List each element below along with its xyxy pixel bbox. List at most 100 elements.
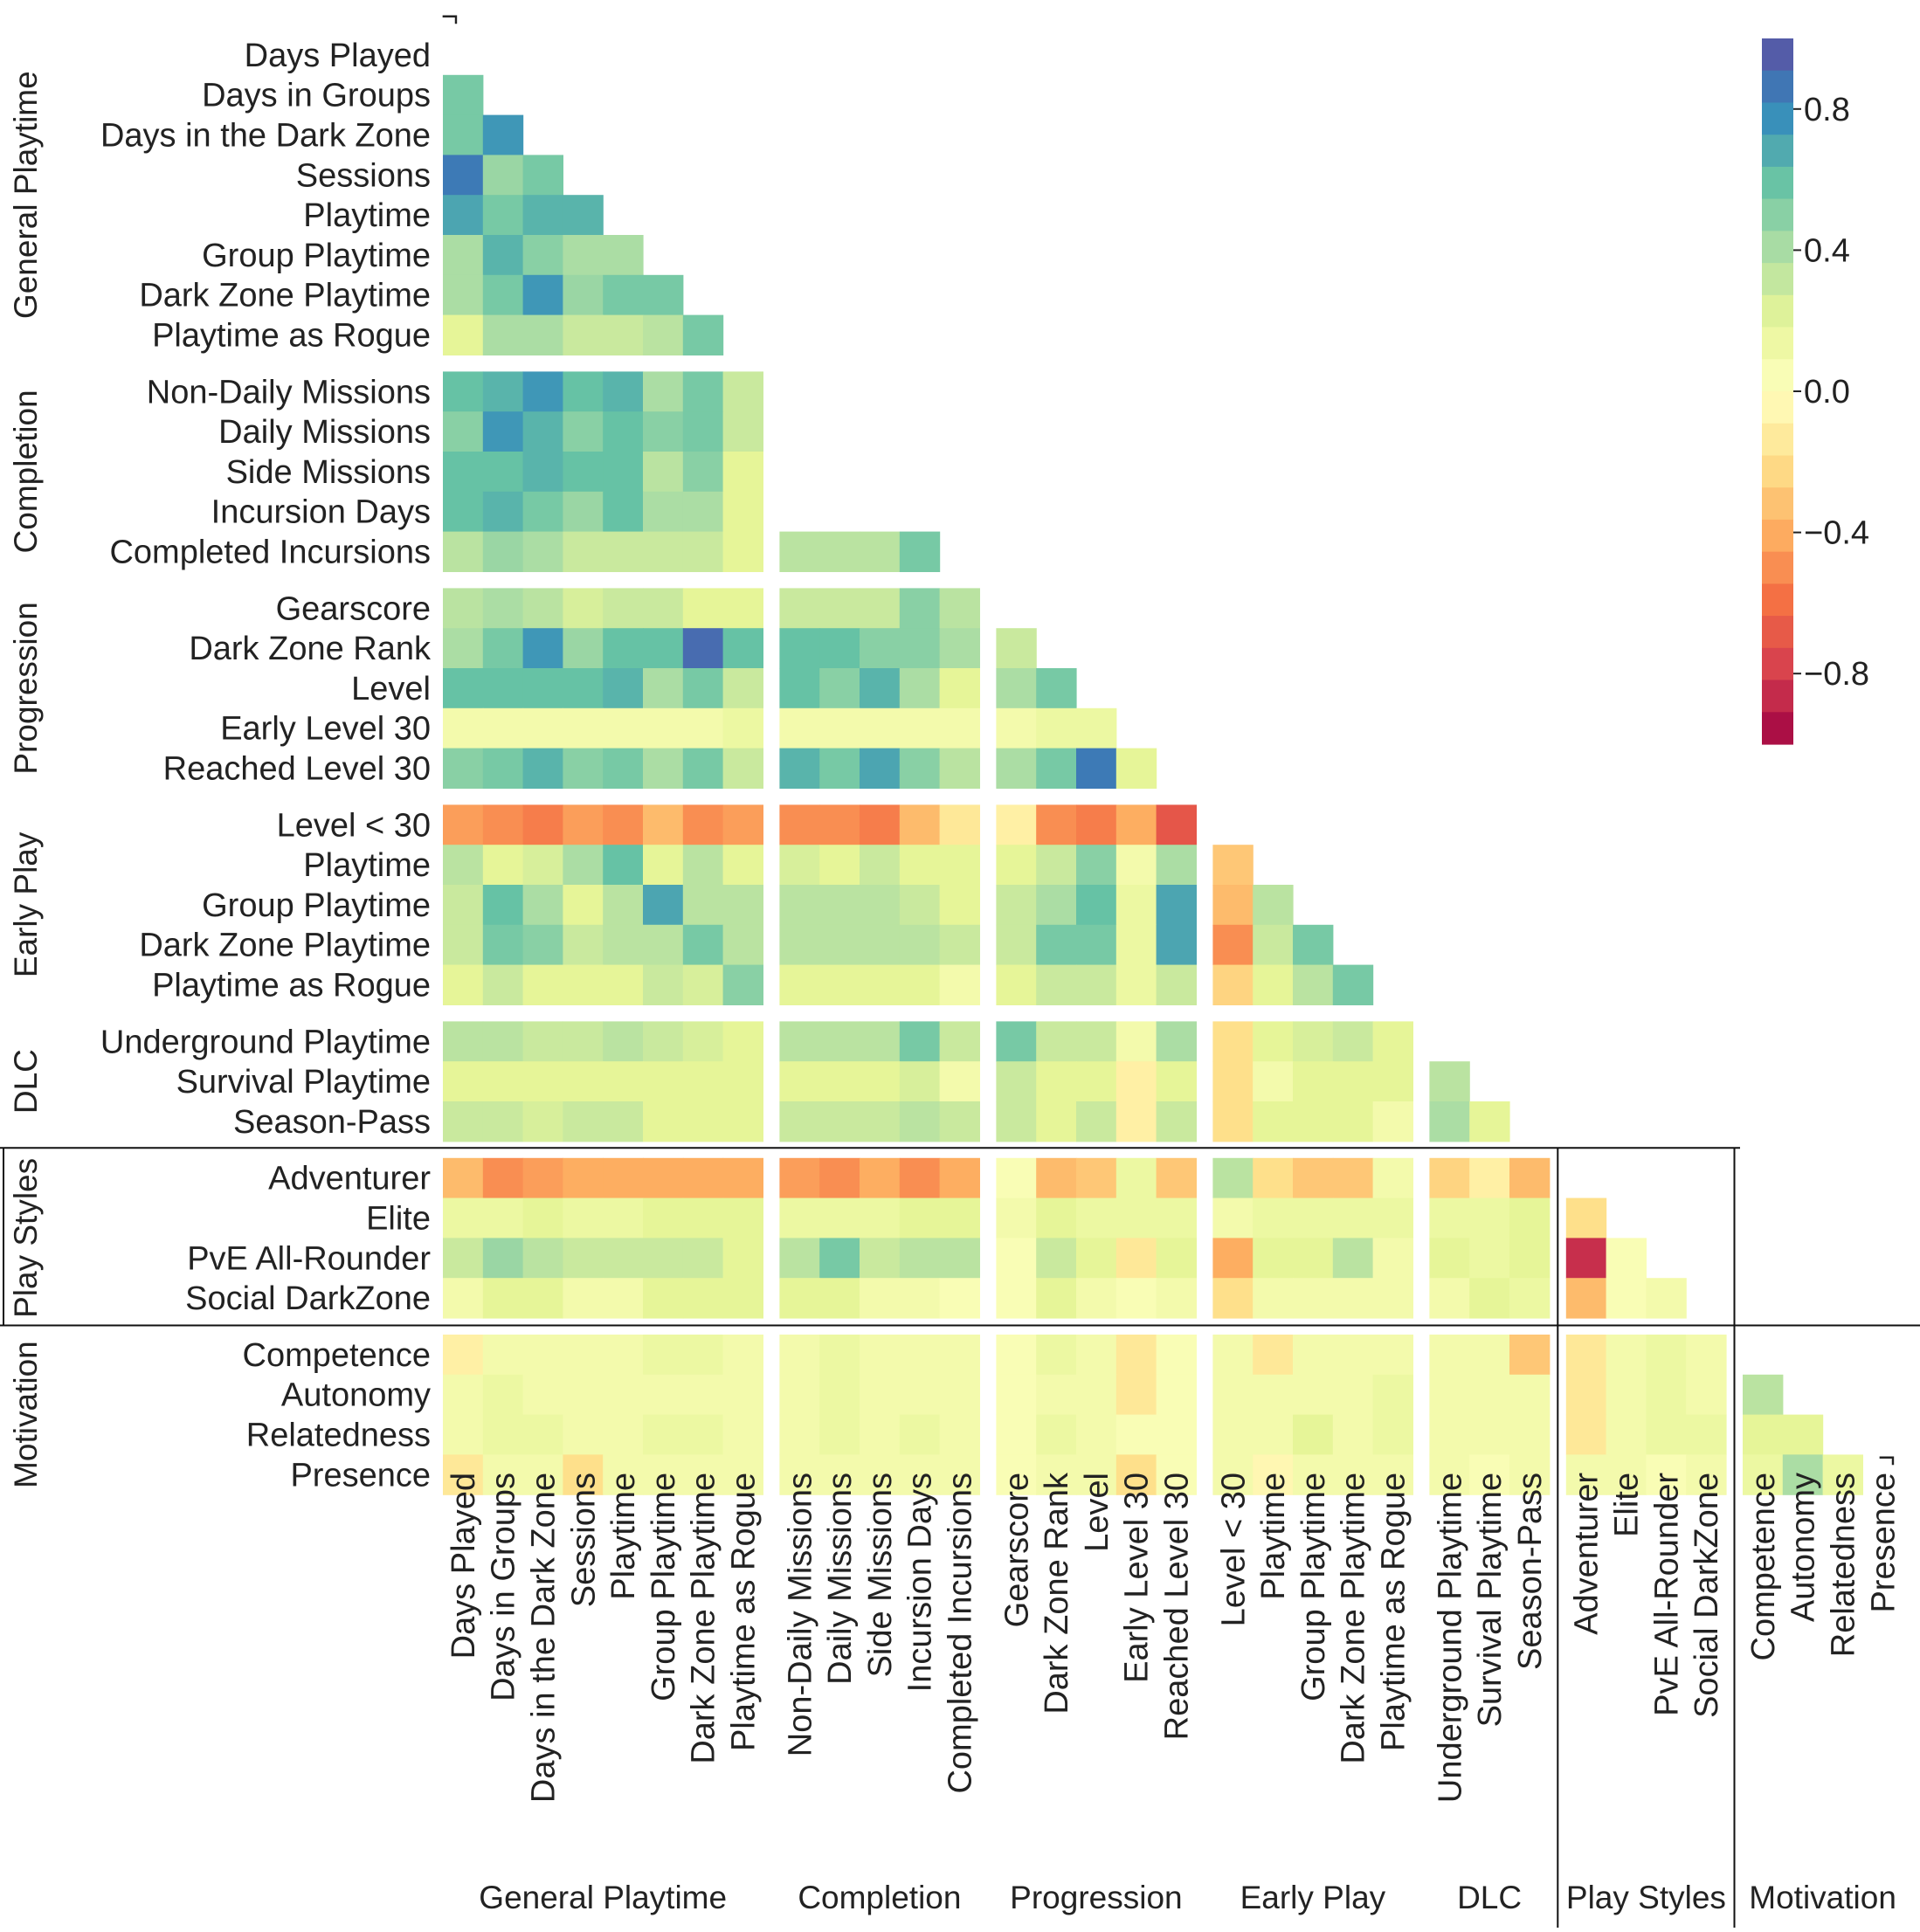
heatmap-cell-pve-all-rounder-days-in-the-dark-zone [522,1238,563,1279]
heatmap-cell-competence-playtime [1253,1335,1294,1376]
heatmap-cell-playtime-playtime-as-rogue [722,845,763,886]
column-label-season-pass: Season-Pass [1512,1473,1549,1670]
heatmap-cell-social-darkzone-dark-zone-rank [1036,1278,1077,1319]
heatmap-cell-playtime-as-rogue-days-in-the-dark-zone [522,314,563,355]
heatmap-cell-adventurer-reached-level-30 [1156,1157,1197,1199]
heatmap-cell-daily-missions-group-playtime [643,411,684,452]
heatmap-cell-early-level-30-playtime [603,707,644,749]
heatmap-cell-relatedness-sessions [563,1414,604,1455]
heatmap-cell-relatedness-days-in-groups [482,1414,524,1455]
heatmap-cell-level-sessions [563,668,604,709]
heatmap-cell-season-pass-incursion-days [899,1101,941,1142]
heatmap-cell-social-darkzone-elite [1606,1278,1647,1319]
heatmap-cell-dark-zone-playtime-group-playtime [643,274,684,316]
heatmap-cell-elite-group-playtime [1293,1197,1334,1239]
heatmap-cell-completed-incursions-days-played [443,531,484,572]
heatmap-cell-playtime-as-rogue-dark-zone-playtime [682,314,724,355]
heatmap-cell-competence-playtime [603,1335,644,1376]
heatmap-cell-adventurer-level [1076,1157,1117,1199]
heatmap-cell-survival-playtime-daily-missions [819,1061,860,1102]
colorbar-segment [1762,583,1793,617]
heatmap-cell-season-pass-group-playtime [643,1101,684,1142]
heatmap-cell-season-pass-playtime-as-rogue [722,1101,763,1142]
heatmap-cell-season-pass-group-playtime [1293,1101,1334,1142]
heatmap-cell-elite-early-level-30 [1115,1197,1157,1239]
row-group-label-early-play: Early Play [8,831,44,977]
column-label-early-level-30: Early Level 30 [1119,1473,1156,1683]
heatmap-cell-level-playtime-as-rogue [722,668,763,709]
heatmap-cell-relatedness-completed-incursions [939,1414,980,1455]
heatmap-cell-group-playtime-days-played [443,235,484,276]
heatmap-cell-pve-all-rounder-survival-playtime [1469,1238,1510,1279]
heatmap-cell-competence-non-daily-missions [779,1335,820,1376]
heatmap-cell-reached-level-30-days-in-the-dark-zone [522,748,563,789]
heatmap-cell-group-playtime-sessions [563,235,604,276]
heatmap-cell-presence-level-30 [1212,1454,1254,1495]
heatmap-cell-season-pass-days-in-groups [482,1101,524,1142]
heatmap-cell-underground-playtime-group-playtime [1293,1021,1334,1062]
heatmap-cell-dark-zone-playtime-playtime-as-rogue [722,924,763,966]
heatmap-cell-level-30-days-played [443,804,484,845]
row-label-incursion-days: Incursion Days [211,494,431,531]
heatmap-cell-presence-autonomy [1782,1454,1824,1495]
column-label-gearscore: Gearscore [998,1473,1035,1627]
heatmap-cell-playtime-sessions [563,195,604,236]
heatmap-cell-dark-zone-playtime-dark-zone-rank [1036,924,1077,966]
heatmap-cell-incursion-days-days-in-groups [482,491,524,533]
heatmap-cell-survival-playtime-group-playtime [1293,1061,1334,1102]
heatmap-cell-survival-playtime-level-30 [1212,1061,1254,1102]
column-label-relatedness: Relatedness [1826,1473,1862,1657]
heatmap-cell-autonomy-playtime-as-rogue [1372,1374,1413,1416]
heatmap-cell-autonomy-dark-zone-playtime [682,1374,724,1416]
heatmap-cell-elite-non-daily-missions [779,1197,820,1239]
heatmap-cell-autonomy-adventurer [1565,1374,1607,1416]
heatmap-cell-gearscore-daily-missions [819,588,860,629]
heatmap-cell-adventurer-playtime-as-rogue [722,1157,763,1199]
heatmap-cell-dark-zone-rank-playtime [603,628,644,669]
heatmap-cell-season-pass-sessions [563,1101,604,1142]
heatmap-cell-social-darkzone-non-daily-missions [779,1278,820,1319]
heatmap-cell-social-darkzone-playtime-as-rogue [1372,1278,1413,1319]
heatmap-cell-competence-group-playtime [1293,1335,1334,1376]
heatmap-cell-dark-zone-rank-dark-zone-playtime [682,628,724,669]
heatmap-cell-pve-all-rounder-sessions [563,1238,604,1279]
heatmap-cell-season-pass-dark-zone-playtime [1332,1101,1374,1142]
heatmap-cell-presence-competence [1743,1454,1784,1495]
heatmap-cell-completed-incursions-incursion-days [899,531,941,572]
heatmap-cell-season-pass-level [1076,1101,1117,1142]
heatmap-cell-pve-all-rounder-side-missions [860,1238,901,1279]
heatmap-cell-elite-incursion-days [899,1197,941,1239]
heatmap-cell-pve-all-rounder-playtime [603,1238,644,1279]
heatmap-cell-playtime-as-rogue-non-daily-missions [779,964,820,1005]
heatmap-cell-underground-playtime-dark-zone-playtime [682,1021,724,1062]
heatmap-cell-level-30-dark-zone-rank [1036,804,1077,845]
heatmap-cell-dark-zone-playtime-completed-incursions [939,924,980,966]
heatmap-cell-level-days-in-the-dark-zone [522,668,563,709]
heatmap-cell-reached-level-30-side-missions [860,748,901,789]
heatmap-cell-survival-playtime-completed-incursions [939,1061,980,1102]
heatmap-cell-completed-incursions-playtime [603,531,644,572]
column-label-side-missions: Side Missions [862,1473,899,1677]
heatmap-cell-competence-playtime-as-rogue [1372,1335,1413,1376]
heatmap-cell-daily-missions-playtime [603,411,644,452]
heatmap-cell-non-daily-missions-group-playtime [643,371,684,412]
heatmap-cell-pve-all-rounder-playtime [1253,1238,1294,1279]
heatmap-cell-group-playtime-completed-incursions [939,885,980,926]
heatmap-cell-level-30-side-missions [860,804,901,845]
column-label-group-playtime: Group Playtime [1295,1473,1332,1701]
heatmap-cell-dark-zone-playtime-side-missions [860,924,901,966]
heatmap-cell-gearscore-days-played [443,588,484,629]
heatmap-cell-daily-missions-dark-zone-playtime [682,411,724,452]
row-label-playtime: Playtime [303,847,431,884]
heatmap-cell-daily-missions-days-in-groups [482,411,524,452]
heatmap-cell-competence-incursion-days [899,1335,941,1376]
row-label-dark-zone-rank: Dark Zone Rank [189,631,432,667]
heatmap-cell-level-incursion-days [899,668,941,709]
heatmap-cell-pve-all-rounder-level-30 [1212,1238,1254,1279]
heatmap-cell-group-playtime-non-daily-missions [779,885,820,926]
heatmap-cell-autonomy-pve-all-rounder [1646,1374,1687,1416]
heatmap-cell-autonomy-playtime [603,1374,644,1416]
heatmap-cell-level-30-reached-level-30 [1156,804,1197,845]
heatmap-cell-completed-incursions-side-missions [860,531,901,572]
heatmap-cell-season-pass-dark-zone-playtime [682,1101,724,1142]
